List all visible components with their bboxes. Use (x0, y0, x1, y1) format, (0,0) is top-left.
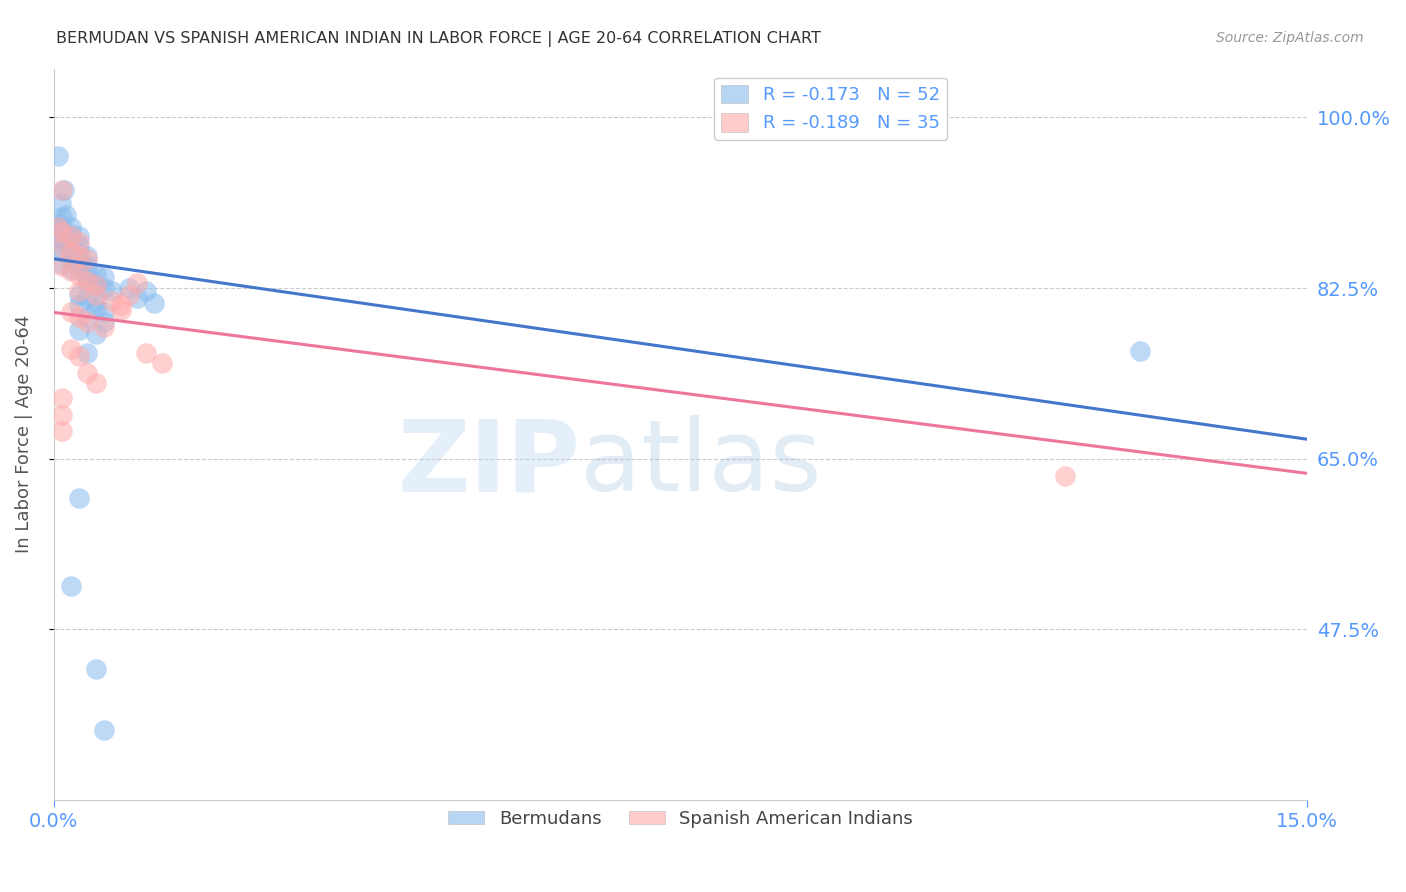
Point (67, 263, 90, 277)
Point (93, 723, 115, 737)
Point (84, 278, 107, 293)
Point (143, 295, 166, 310)
Point (93, 315, 115, 329)
Point (67, 235, 90, 249)
Point (84, 278, 107, 293)
Point (127, 291, 149, 305)
Point (67, 247, 90, 261)
Point (67, 284, 90, 298)
Point (52, 184, 75, 198)
Point (152, 356, 174, 370)
Point (93, 281, 115, 295)
Legend: Bermudans, Spanish American Indians: Bermudans, Spanish American Indians (441, 803, 920, 835)
Point (110, 303, 132, 318)
Point (101, 293, 124, 308)
Point (51, 259, 73, 273)
Point (76, 252, 98, 266)
Point (118, 281, 141, 295)
Point (59, 234, 82, 248)
Point (84, 376, 107, 390)
Point (93, 270, 115, 285)
Point (59, 227, 82, 242)
Point (118, 288, 141, 302)
Point (67, 491, 90, 505)
Point (76, 249, 98, 263)
Point (59, 305, 82, 319)
Point (67, 349, 90, 363)
Point (135, 284, 157, 298)
Point (76, 310, 98, 325)
Point (76, 366, 98, 380)
Point (49, 196, 72, 211)
Point (67, 229, 90, 244)
Point (51, 232, 73, 246)
Point (51, 391, 73, 405)
Point (76, 266, 98, 280)
Point (51, 257, 73, 271)
Point (59, 251, 82, 265)
Point (51, 210, 73, 224)
Point (51, 408, 73, 422)
Point (59, 264, 82, 278)
Point (93, 320, 115, 334)
Text: BERMUDAN VS SPANISH AMERICAN INDIAN IN LABOR FORCE | AGE 20-64 CORRELATION CHART: BERMUDAN VS SPANISH AMERICAN INDIAN IN L… (56, 31, 821, 47)
Text: Source: ZipAtlas.com: Source: ZipAtlas.com (1216, 31, 1364, 45)
Point (51, 244, 73, 259)
Point (84, 661, 107, 675)
Point (59, 229, 82, 244)
Point (84, 326, 107, 341)
Point (46, 226, 69, 240)
Point (51, 184, 73, 198)
Point (59, 578, 82, 592)
Point (84, 288, 107, 302)
Point (51, 226, 73, 240)
Point (59, 261, 82, 276)
Point (1053, 469, 1076, 483)
Point (76, 315, 98, 329)
Point (76, 291, 98, 305)
Point (51, 425, 73, 439)
Point (46, 149, 69, 163)
Point (55, 208, 77, 222)
Point (101, 284, 124, 298)
Y-axis label: In Labor Force | Age 20-64: In Labor Force | Age 20-64 (15, 315, 32, 554)
Point (93, 305, 115, 319)
Point (46, 216, 69, 230)
Point (67, 288, 90, 302)
Point (46, 219, 69, 234)
Point (127, 276, 149, 290)
Point (135, 346, 157, 360)
Point (59, 343, 82, 357)
Point (84, 268, 107, 283)
Point (76, 274, 98, 288)
Point (51, 239, 73, 253)
Point (67, 323, 90, 337)
Point (84, 293, 107, 308)
Point (59, 242, 82, 256)
Point (67, 249, 90, 263)
Point (76, 274, 98, 288)
Point (51, 223, 73, 237)
Point (67, 253, 90, 268)
Point (59, 244, 82, 259)
Point (67, 268, 90, 283)
Point (84, 301, 107, 316)
Point (76, 259, 98, 273)
Point (46, 237, 69, 252)
Point (67, 310, 90, 325)
Point (76, 346, 98, 360)
Point (67, 239, 90, 253)
Point (110, 297, 132, 311)
Point (1129, 344, 1152, 359)
Text: ZIP: ZIP (398, 415, 581, 512)
Point (59, 219, 82, 234)
Text: atlas: atlas (581, 415, 823, 512)
Point (67, 297, 90, 311)
